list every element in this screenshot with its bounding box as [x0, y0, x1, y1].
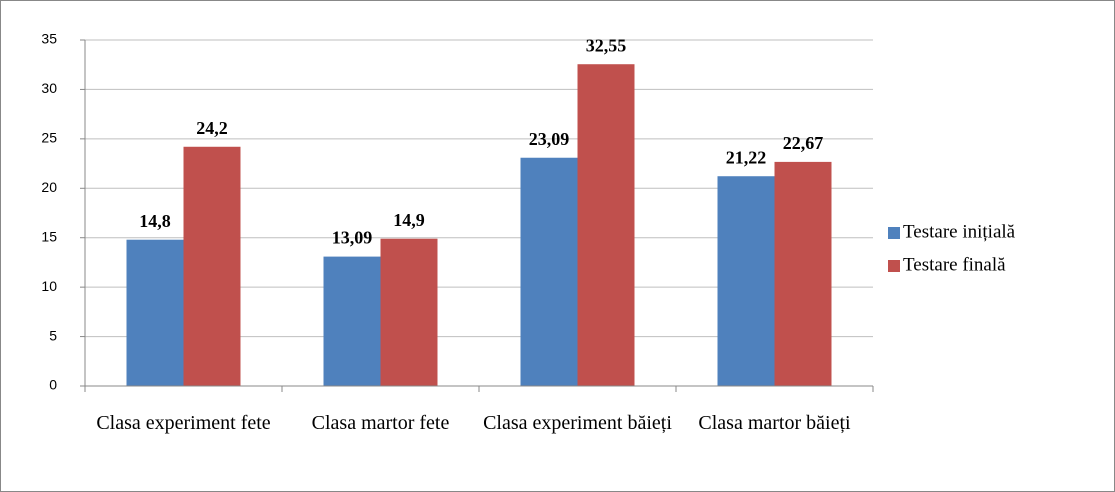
- bar: [577, 64, 635, 386]
- legend-label: Testare inițială: [903, 221, 1016, 242]
- data-label: 24,2: [196, 118, 228, 138]
- legend-swatch: [888, 227, 900, 239]
- data-label: 21,22: [726, 147, 767, 167]
- data-label: 22,67: [783, 133, 824, 153]
- bar: [520, 157, 578, 386]
- x-tick-label: Clasa martor băieți: [698, 412, 851, 434]
- y-tick-label: 35: [41, 31, 57, 47]
- data-label: 14,8: [139, 211, 171, 231]
- legend-label: Testare finală: [903, 254, 1006, 275]
- bar: [717, 176, 775, 386]
- data-label: 14,9: [393, 210, 425, 230]
- y-tick-label: 20: [41, 179, 57, 195]
- bar: [774, 161, 832, 386]
- y-tick-label: 30: [41, 80, 57, 96]
- y-tick-label: 0: [49, 377, 57, 393]
- data-label: 23,09: [529, 129, 570, 149]
- x-tick-label: Clasa martor fete: [311, 412, 450, 434]
- bar: [323, 256, 381, 386]
- data-label: 13,09: [332, 228, 373, 248]
- x-tick-label: Clasa experiment fete: [96, 412, 271, 434]
- y-tick-label: 25: [41, 130, 57, 146]
- bar: [126, 239, 184, 386]
- legend-swatch: [888, 260, 900, 272]
- data-label: 32,55: [586, 35, 627, 55]
- bar: [183, 146, 241, 386]
- y-tick-label: 15: [41, 228, 57, 244]
- y-tick-label: 5: [49, 327, 57, 343]
- bar: [380, 238, 438, 386]
- x-tick-label: Clasa experiment băieți: [483, 412, 672, 434]
- y-tick-label: 10: [41, 278, 57, 294]
